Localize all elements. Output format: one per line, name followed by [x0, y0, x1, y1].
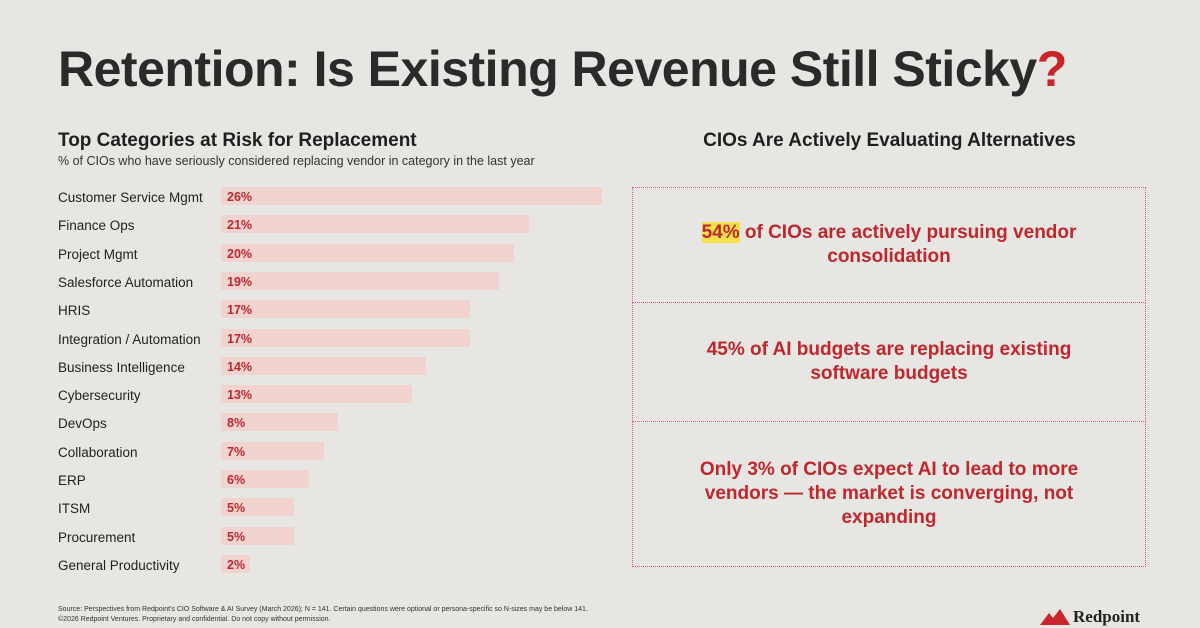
bar: [221, 243, 515, 262]
value-label: 13%: [227, 388, 253, 403]
chart-title: Top Categories at Risk for Replacement: [58, 130, 417, 151]
bar-row: HRIS 17%: [58, 300, 618, 322]
title-question-mark: ?: [1036, 41, 1068, 97]
stat-box-vendors: Only 3% of CIOs expect AI to lead to mor…: [632, 421, 1146, 567]
stat-highlight: 54%: [701, 222, 740, 243]
value-label: 5%: [227, 501, 246, 516]
bar-row: Customer Service Mgmt 26%: [58, 187, 618, 209]
copyright-note: ©2026 Redpoint Ventures. Proprietary and…: [58, 616, 331, 623]
bar-row: DevOps 8%: [58, 413, 618, 435]
bar-row: ITSM 5%: [58, 498, 618, 520]
category-label: DevOps: [58, 416, 107, 432]
category-label: General Productivity: [58, 557, 180, 573]
stat-text: 45% of AI budgets are replacing existing…: [706, 339, 1072, 384]
page-title: Retention: Is Existing Revenue Still Sti…: [58, 40, 1067, 98]
bar-row: ERP 6%: [58, 470, 618, 492]
bar: [221, 300, 471, 319]
stat-box-consolidation: 54% of CIOs are actively pursuing vendor…: [632, 187, 1146, 303]
value-label: 2%: [227, 557, 246, 572]
bar-row: Cybersecurity 13%: [58, 385, 618, 407]
category-label: Collaboration: [58, 444, 138, 460]
value-label: 6%: [227, 473, 246, 487]
bar: [221, 470, 309, 488]
title-text: Retention: Is Existing Revenue Still Sti…: [58, 41, 1037, 97]
bar: [221, 413, 339, 432]
category-label: HRIS: [58, 303, 91, 319]
bar: [221, 215, 529, 234]
bar: [221, 271, 500, 290]
value-label: 17%: [227, 331, 253, 346]
bar-row: Salesforce Automation 19%: [58, 271, 618, 294]
value-label: 21%: [227, 218, 253, 233]
category-label: Customer Service Mgmt: [58, 190, 203, 205]
mountain-icon: [1040, 609, 1070, 625]
bar: [221, 526, 295, 545]
chart-subtitle: % of CIOs who have seriously considered …: [58, 154, 535, 168]
footer-source: Source: Perspectives from Redpoint's CIO…: [58, 605, 588, 625]
value-label: 20%: [227, 246, 253, 261]
category-label: ERP: [58, 473, 86, 488]
stat-box-ai-budgets: 45% of AI budgets are replacing existing…: [632, 302, 1146, 422]
bar: [221, 187, 602, 205]
bar-row: Collaboration 7%: [58, 441, 618, 464]
category-label: ITSM: [58, 501, 91, 517]
category-label: Procurement: [58, 529, 136, 545]
stat-text: of CIOs are actively pursuing vendor con…: [739, 222, 1077, 267]
bar-row: Finance Ops 21%: [58, 215, 618, 237]
category-label: Integration / Automation: [58, 331, 201, 347]
stat-text: Only 3% of CIOs expect AI to lead to mor…: [699, 459, 1079, 528]
bar: [221, 498, 295, 517]
value-label: 7%: [227, 444, 246, 459]
bar-row: Project Mgmt 20%: [58, 243, 618, 266]
value-label: 14%: [227, 359, 253, 374]
value-label: 26%: [227, 190, 253, 204]
bar-row: General Productivity 2%: [58, 554, 618, 577]
bar-row: Business Intelligence 14%: [58, 356, 618, 379]
bar: [221, 328, 471, 347]
bar: [221, 554, 251, 573]
source-note: Source: Perspectives from Redpoint's CIO…: [58, 606, 588, 613]
bar-row: Integration / Automation 17%: [58, 328, 618, 351]
category-label: Cybersecurity: [58, 388, 141, 404]
value-label: 8%: [227, 416, 246, 431]
bar: [221, 441, 324, 460]
category-label: Project Mgmt: [58, 246, 138, 262]
bar: [221, 385, 412, 404]
logo-text: Redpoint: [1073, 607, 1141, 626]
bar: [221, 356, 427, 375]
category-label: Finance Ops: [58, 218, 135, 234]
right-heading: CIOs Are Actively Evaluating Alternative…: [703, 130, 1076, 151]
category-label: Business Intelligence: [58, 359, 185, 375]
redpoint-logo: Redpoint: [1040, 607, 1140, 627]
bar-row: Procurement 5%: [58, 526, 618, 549]
value-label: 19%: [227, 274, 253, 289]
value-label: 5%: [227, 529, 246, 544]
category-label: Salesforce Automation: [58, 274, 194, 290]
value-label: 17%: [227, 303, 253, 318]
